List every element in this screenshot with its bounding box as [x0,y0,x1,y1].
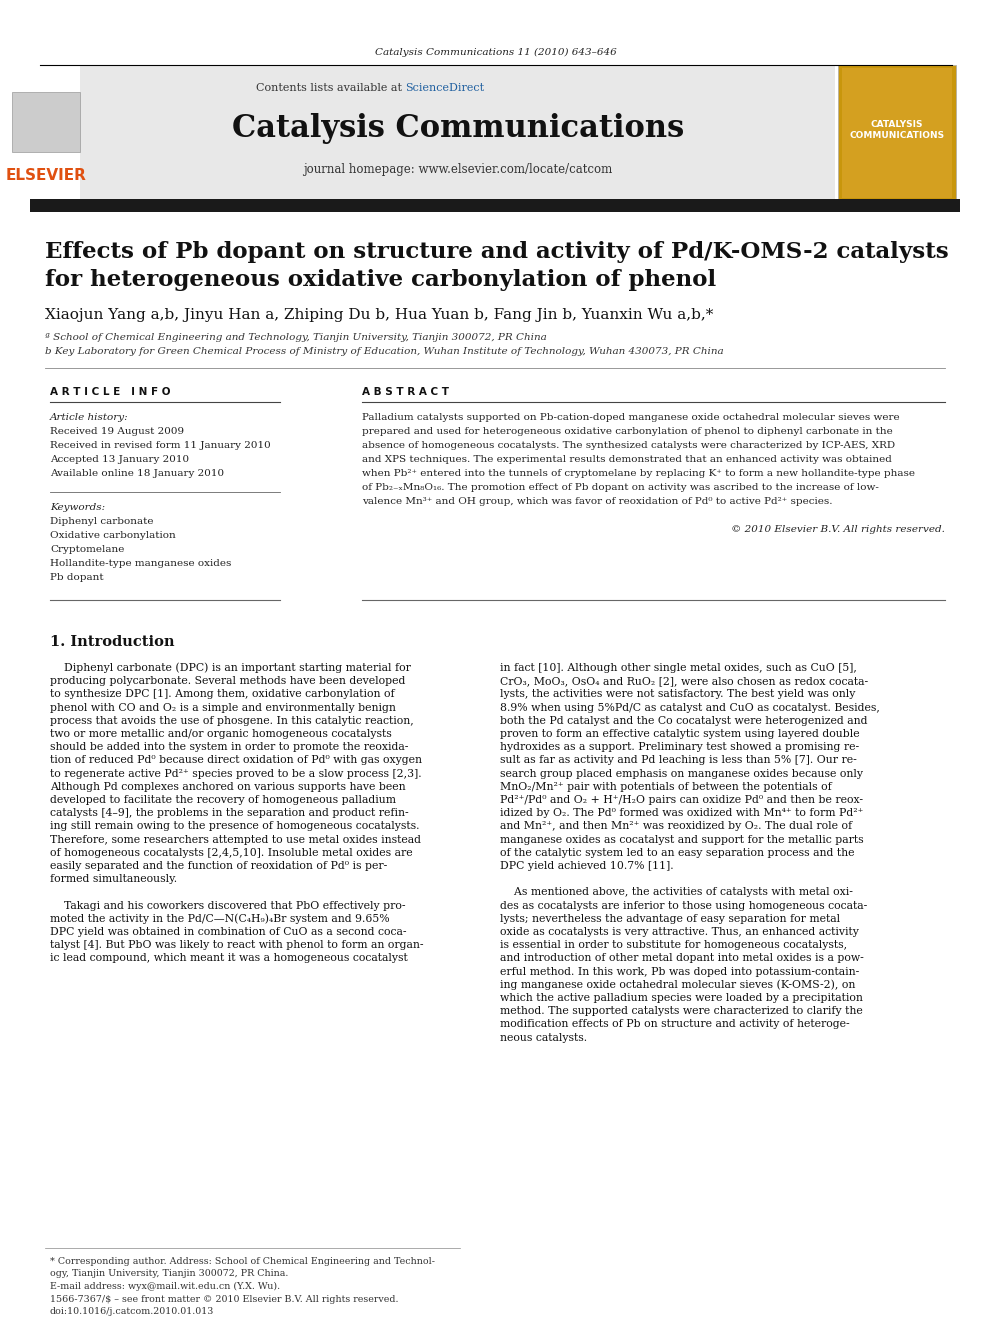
Text: Keywords:: Keywords: [50,503,105,512]
Text: doi:10.1016/j.catcom.2010.01.013: doi:10.1016/j.catcom.2010.01.013 [50,1307,214,1316]
Text: search group placed emphasis on manganese oxides because only: search group placed emphasis on manganes… [500,769,863,779]
Text: when Pb²⁺ entered into the tunnels of cryptomelane by replacing K⁺ to form a new: when Pb²⁺ entered into the tunnels of cr… [362,470,915,479]
Text: tion of reduced Pd⁰ because direct oxidation of Pd⁰ with gas oxygen: tion of reduced Pd⁰ because direct oxida… [50,755,422,766]
Text: developed to facilitate the recovery of homogeneous palladium: developed to facilitate the recovery of … [50,795,396,804]
Text: * Corresponding author. Address: School of Chemical Engineering and Technol-: * Corresponding author. Address: School … [50,1257,435,1266]
Text: journal homepage: www.elsevier.com/locate/catcom: journal homepage: www.elsevier.com/locat… [304,164,613,176]
Text: MnO₂/Mn²⁺ pair with potentials of between the potentials of: MnO₂/Mn²⁺ pair with potentials of betwee… [500,782,831,791]
Text: © 2010 Elsevier B.V. All rights reserved.: © 2010 Elsevier B.V. All rights reserved… [731,525,945,534]
Text: lysts; nevertheless the advantage of easy separation for metal: lysts; nevertheless the advantage of eas… [500,914,840,923]
Text: Contents lists available at: Contents lists available at [256,83,405,93]
Text: Diphenyl carbonate (DPC) is an important starting material for: Diphenyl carbonate (DPC) is an important… [50,663,411,673]
Text: Pb dopant: Pb dopant [50,573,103,582]
Text: catalysts [4–9], the problems in the separation and product refin-: catalysts [4–9], the problems in the sep… [50,808,409,818]
Text: method. The supported catalysts were characterized to clarify the: method. The supported catalysts were cha… [500,1007,863,1016]
Text: easily separated and the function of reoxidation of Pd⁰ is per-: easily separated and the function of reo… [50,861,387,871]
Text: oxide as cocatalysts is very attractive. Thus, an enhanced activity: oxide as cocatalysts is very attractive.… [500,927,859,937]
Text: moted the activity in the Pd/C—N(C₄H₉)₄Br system and 9.65%: moted the activity in the Pd/C—N(C₄H₉)₄B… [50,913,390,923]
Bar [80,65,835,200]
Bar [12,93,80,152]
Text: des as cocatalysts are inferior to those using homogeneous cocata-: des as cocatalysts are inferior to those… [500,901,867,910]
Text: Palladium catalysts supported on Pb-cation-doped manganese oxide octahedral mole: Palladium catalysts supported on Pb-cati… [362,414,900,422]
Text: CrO₃, MoO₃, OsO₄ and RuO₂ [2], were also chosen as redox cocata-: CrO₃, MoO₃, OsO₄ and RuO₂ [2], were also… [500,676,868,687]
Text: 1. Introduction: 1. Introduction [50,635,175,650]
Text: process that avoids the use of phosgene. In this catalytic reaction,: process that avoids the use of phosgene.… [50,716,414,726]
Text: and introduction of other metal dopant into metal oxides is a pow-: and introduction of other metal dopant i… [500,954,864,963]
Text: Although Pd complexes anchored on various supports have been: Although Pd complexes anchored on variou… [50,782,406,791]
Text: Received 19 August 2009: Received 19 August 2009 [50,427,185,437]
Text: Effects of Pb dopant on structure and activity of Pd/K-OMS-2 catalysts: Effects of Pb dopant on structure and ac… [45,241,948,263]
Text: producing polycarbonate. Several methods have been developed: producing polycarbonate. Several methods… [50,676,406,687]
Text: Received in revised form 11 January 2010: Received in revised form 11 January 2010 [50,442,271,451]
Text: formed simultaneously.: formed simultaneously. [50,875,178,884]
Text: ing still remain owing to the presence of homogeneous cocatalysts.: ing still remain owing to the presence o… [50,822,420,831]
Text: should be added into the system in order to promote the reoxida-: should be added into the system in order… [50,742,409,753]
Text: Catalysis Communications 11 (2010) 643–646: Catalysis Communications 11 (2010) 643–6… [375,48,617,57]
Text: valence Mn³⁺ and OH group, which was favor of reoxidation of Pd⁰ to active Pd²⁺ : valence Mn³⁺ and OH group, which was fav… [362,497,832,507]
Text: erful method. In this work, Pb was doped into potassium-contain-: erful method. In this work, Pb was doped… [500,967,859,976]
Bar [838,65,956,200]
Text: E-mail address: wyx@mail.wit.edu.cn (Y.X. Wu).: E-mail address: wyx@mail.wit.edu.cn (Y.X… [50,1282,280,1290]
Text: Hollandite-type manganese oxides: Hollandite-type manganese oxides [50,560,231,569]
Bar [842,67,952,198]
Text: Accepted 13 January 2010: Accepted 13 January 2010 [50,455,189,464]
Text: to synthesize DPC [1]. Among them, oxidative carbonylation of: to synthesize DPC [1]. Among them, oxida… [50,689,395,700]
Text: phenol with CO and O₂ is a simple and environmentally benign: phenol with CO and O₂ is a simple and en… [50,703,396,713]
Text: A B S T R A C T: A B S T R A C T [362,388,449,397]
Bar [30,198,960,212]
Text: ª School of Chemical Engineering and Technology, Tianjin University, Tianjin 300: ª School of Chemical Engineering and Tec… [45,333,547,343]
Text: for heterogeneous oxidative carbonylation of phenol: for heterogeneous oxidative carbonylatio… [45,269,716,291]
Text: b Key Laboratory for Green Chemical Process of Ministry of Education, Wuhan Inst: b Key Laboratory for Green Chemical Proc… [45,348,723,356]
Text: ogy, Tianjin University, Tianjin 300072, PR China.: ogy, Tianjin University, Tianjin 300072,… [50,1270,289,1278]
Text: CATALYSIS
COMMUNICATIONS: CATALYSIS COMMUNICATIONS [849,119,944,140]
Text: 1566-7367/$ – see front matter © 2010 Elsevier B.V. All rights reserved.: 1566-7367/$ – see front matter © 2010 El… [50,1295,399,1304]
Text: Xiaojun Yang a,b, Jinyu Han a, Zhiping Du b, Hua Yuan b, Fang Jin b, Yuanxin Wu : Xiaojun Yang a,b, Jinyu Han a, Zhiping D… [45,308,713,321]
Text: ScienceDirect: ScienceDirect [405,83,484,93]
Text: DPC yield was obtained in combination of CuO as a second coca-: DPC yield was obtained in combination of… [50,927,407,937]
Text: Article history:: Article history: [50,414,129,422]
Text: in fact [10]. Although other single metal oxides, such as CuO [5],: in fact [10]. Although other single meta… [500,663,857,673]
Text: Therefore, some researchers attempted to use metal oxides instead: Therefore, some researchers attempted to… [50,835,421,844]
Text: DPC yield achieved 10.7% [11].: DPC yield achieved 10.7% [11]. [500,861,674,871]
Text: and Mn²⁺, and then Mn²⁺ was reoxidized by O₂. The dual role of: and Mn²⁺, and then Mn²⁺ was reoxidized b… [500,822,852,831]
Text: 8.9% when using 5%Pd/C as catalyst and CuO as cocatalyst. Besides,: 8.9% when using 5%Pd/C as catalyst and C… [500,703,880,713]
Text: prepared and used for heterogeneous oxidative carbonylation of phenol to dipheny: prepared and used for heterogeneous oxid… [362,427,893,437]
Text: manganese oxides as cocatalyst and support for the metallic parts: manganese oxides as cocatalyst and suppo… [500,835,864,844]
Text: As mentioned above, the activities of catalysts with metal oxi-: As mentioned above, the activities of ca… [500,888,853,897]
Text: and XPS techniques. The experimental results demonstrated that an enhanced activ: and XPS techniques. The experimental res… [362,455,892,464]
Text: A R T I C L E   I N F O: A R T I C L E I N F O [50,388,171,397]
Text: absence of homogeneous cocatalysts. The synthesized catalysts were characterized: absence of homogeneous cocatalysts. The … [362,442,895,451]
Text: lysts, the activities were not satisfactory. The best yield was only: lysts, the activities were not satisfact… [500,689,855,700]
Text: Cryptomelane: Cryptomelane [50,545,124,554]
Text: Pd²⁺/Pd⁰ and O₂ + H⁺/H₂O pairs can oxidize Pd⁰ and then be reox-: Pd²⁺/Pd⁰ and O₂ + H⁺/H₂O pairs can oxidi… [500,795,863,804]
Text: two or more metallic and/or organic homogeneous cocatalysts: two or more metallic and/or organic homo… [50,729,392,740]
Text: Oxidative carbonylation: Oxidative carbonylation [50,532,176,541]
Text: sult as far as activity and Pd leaching is less than 5% [7]. Our re-: sult as far as activity and Pd leaching … [500,755,857,766]
Text: of the catalytic system led to an easy separation process and the: of the catalytic system led to an easy s… [500,848,854,857]
Text: of homogeneous cocatalysts [2,4,5,10]. Insoluble metal oxides are: of homogeneous cocatalysts [2,4,5,10]. I… [50,848,413,857]
Text: modification effects of Pb on structure and activity of heteroge-: modification effects of Pb on structure … [500,1020,849,1029]
Text: talyst [4]. But PbO was likely to react with phenol to form an organ-: talyst [4]. But PbO was likely to react … [50,941,424,950]
Text: Takagi and his coworkers discovered that PbO effectively pro-: Takagi and his coworkers discovered that… [50,901,406,910]
Text: to regenerate active Pd²⁺ species proved to be a slow process [2,3].: to regenerate active Pd²⁺ species proved… [50,769,422,779]
Text: proven to form an effective catalytic system using layered double: proven to form an effective catalytic sy… [500,729,860,740]
Text: idized by O₂. The Pd⁰ formed was oxidized with Mn⁴⁺ to form Pd²⁺: idized by O₂. The Pd⁰ formed was oxidize… [500,808,863,818]
Text: hydroxides as a support. Preliminary test showed a promising re-: hydroxides as a support. Preliminary tes… [500,742,859,753]
Text: Diphenyl carbonate: Diphenyl carbonate [50,517,154,527]
Text: Catalysis Communications: Catalysis Communications [232,112,684,143]
Text: which the active palladium species were loaded by a precipitation: which the active palladium species were … [500,994,863,1003]
Text: ELSEVIER: ELSEVIER [6,168,86,183]
Text: ic lead compound, which meant it was a homogeneous cocatalyst: ic lead compound, which meant it was a h… [50,954,408,963]
Text: Available online 18 January 2010: Available online 18 January 2010 [50,470,224,479]
Text: of Pb₂₋ₓMn₈O₁₆. The promotion effect of Pb dopant on activity was ascribed to th: of Pb₂₋ₓMn₈O₁₆. The promotion effect of … [362,483,879,492]
Text: ing manganese oxide octahedral molecular sieves (K-OMS-2), on: ing manganese oxide octahedral molecular… [500,979,855,990]
Text: is essential in order to substitute for homogeneous cocatalysts,: is essential in order to substitute for … [500,941,847,950]
Text: neous catalysts.: neous catalysts. [500,1032,587,1043]
Text: both the Pd catalyst and the Co cocatalyst were heterogenized and: both the Pd catalyst and the Co cocataly… [500,716,867,726]
